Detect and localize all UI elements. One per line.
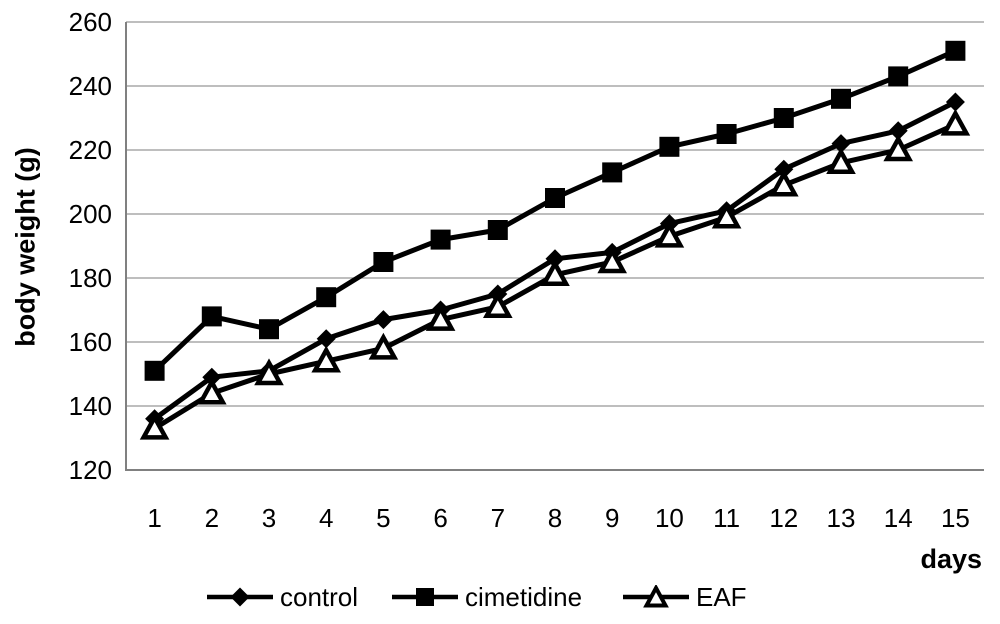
eaf-marker [311,345,342,373]
legend-label-cimetidine: cimetidine [465,582,583,612]
eaf-marker [654,220,685,248]
x-tick-label: 15 [941,503,970,533]
y-tick-label: 160 [69,327,112,357]
legend-label-eaf: EAF [696,582,747,612]
x-tick-label: 7 [491,503,505,533]
x-tick-label: 2 [205,503,219,533]
cimetidine-marker [945,40,966,61]
x-axis-title: days [920,544,982,574]
eaf-marker [254,358,284,386]
control-marker [545,249,565,269]
x-tick-label: 11 [713,503,740,533]
x-tick-label: 3 [262,503,276,533]
cimetidine-marker [545,188,565,208]
x-tick-label: 1 [147,503,161,533]
x-tick-label: 5 [376,503,390,533]
cimetidine-marker [888,66,909,87]
eaf-marker [826,147,856,175]
control-marker [888,121,908,141]
x-tick-label: 9 [605,503,619,533]
control-marker [316,329,336,349]
eaf-marker [482,291,513,319]
control-marker [202,367,222,387]
control-marker [774,159,794,179]
eaf-marker [940,108,971,136]
x-tick-label: 13 [827,503,856,533]
y-axis-title: body weight (g) [10,147,41,347]
cimetidine-marker [201,306,222,327]
eaf-marker [768,169,799,197]
legend-item-cimetidine: cimetidine [390,583,582,611]
cimetidine-marker [716,124,737,144]
control-marker [945,92,965,112]
eaf-marker [540,259,570,287]
cimetidine-marker [831,88,851,109]
legend-item-eaf: EAF [621,583,747,611]
legend-item-control: control [205,583,358,611]
y-tick-label: 220 [69,135,112,165]
x-tick-label: 10 [655,503,684,533]
y-tick-label: 260 [69,7,112,37]
x-tick-label: 12 [769,503,798,533]
control-marker [831,134,851,154]
cimetidine-marker [259,319,279,340]
y-tick-label: 200 [69,199,112,229]
cimetidine-marker [373,252,394,272]
y-tick-label: 240 [69,71,112,101]
x-tick-label: 6 [433,503,447,533]
eaf-marker [139,412,170,440]
y-tick-label: 120 [69,455,112,485]
cimetidine-marker [144,360,165,381]
legend-label-control: control [280,582,359,612]
eaf-marker [883,134,914,162]
eaf-marker [425,303,456,331]
eaf-marker [711,201,742,229]
eaf-marker [597,246,628,274]
x-tick-label: 4 [319,503,333,533]
eaf-marker [196,377,227,405]
cimetidine-marker [487,220,508,240]
eaf-triangle-marker-icon [623,585,689,608]
eaf-marker [368,332,399,360]
y-tick-label: 180 [69,263,112,293]
cimetidine-marker [773,108,794,128]
control-marker [373,310,393,330]
control-diamond-marker-icon [207,587,273,607]
x-tick-label: 14 [884,503,913,533]
cimetidine-marker [659,136,680,157]
cimetidine-square-marker-icon [392,588,458,606]
cimetidine-marker [430,229,451,250]
x-tick-label: 8 [548,503,562,533]
cimetidine-marker [602,162,623,183]
y-tick-label: 140 [69,391,112,421]
cimetidine-marker [316,287,337,308]
